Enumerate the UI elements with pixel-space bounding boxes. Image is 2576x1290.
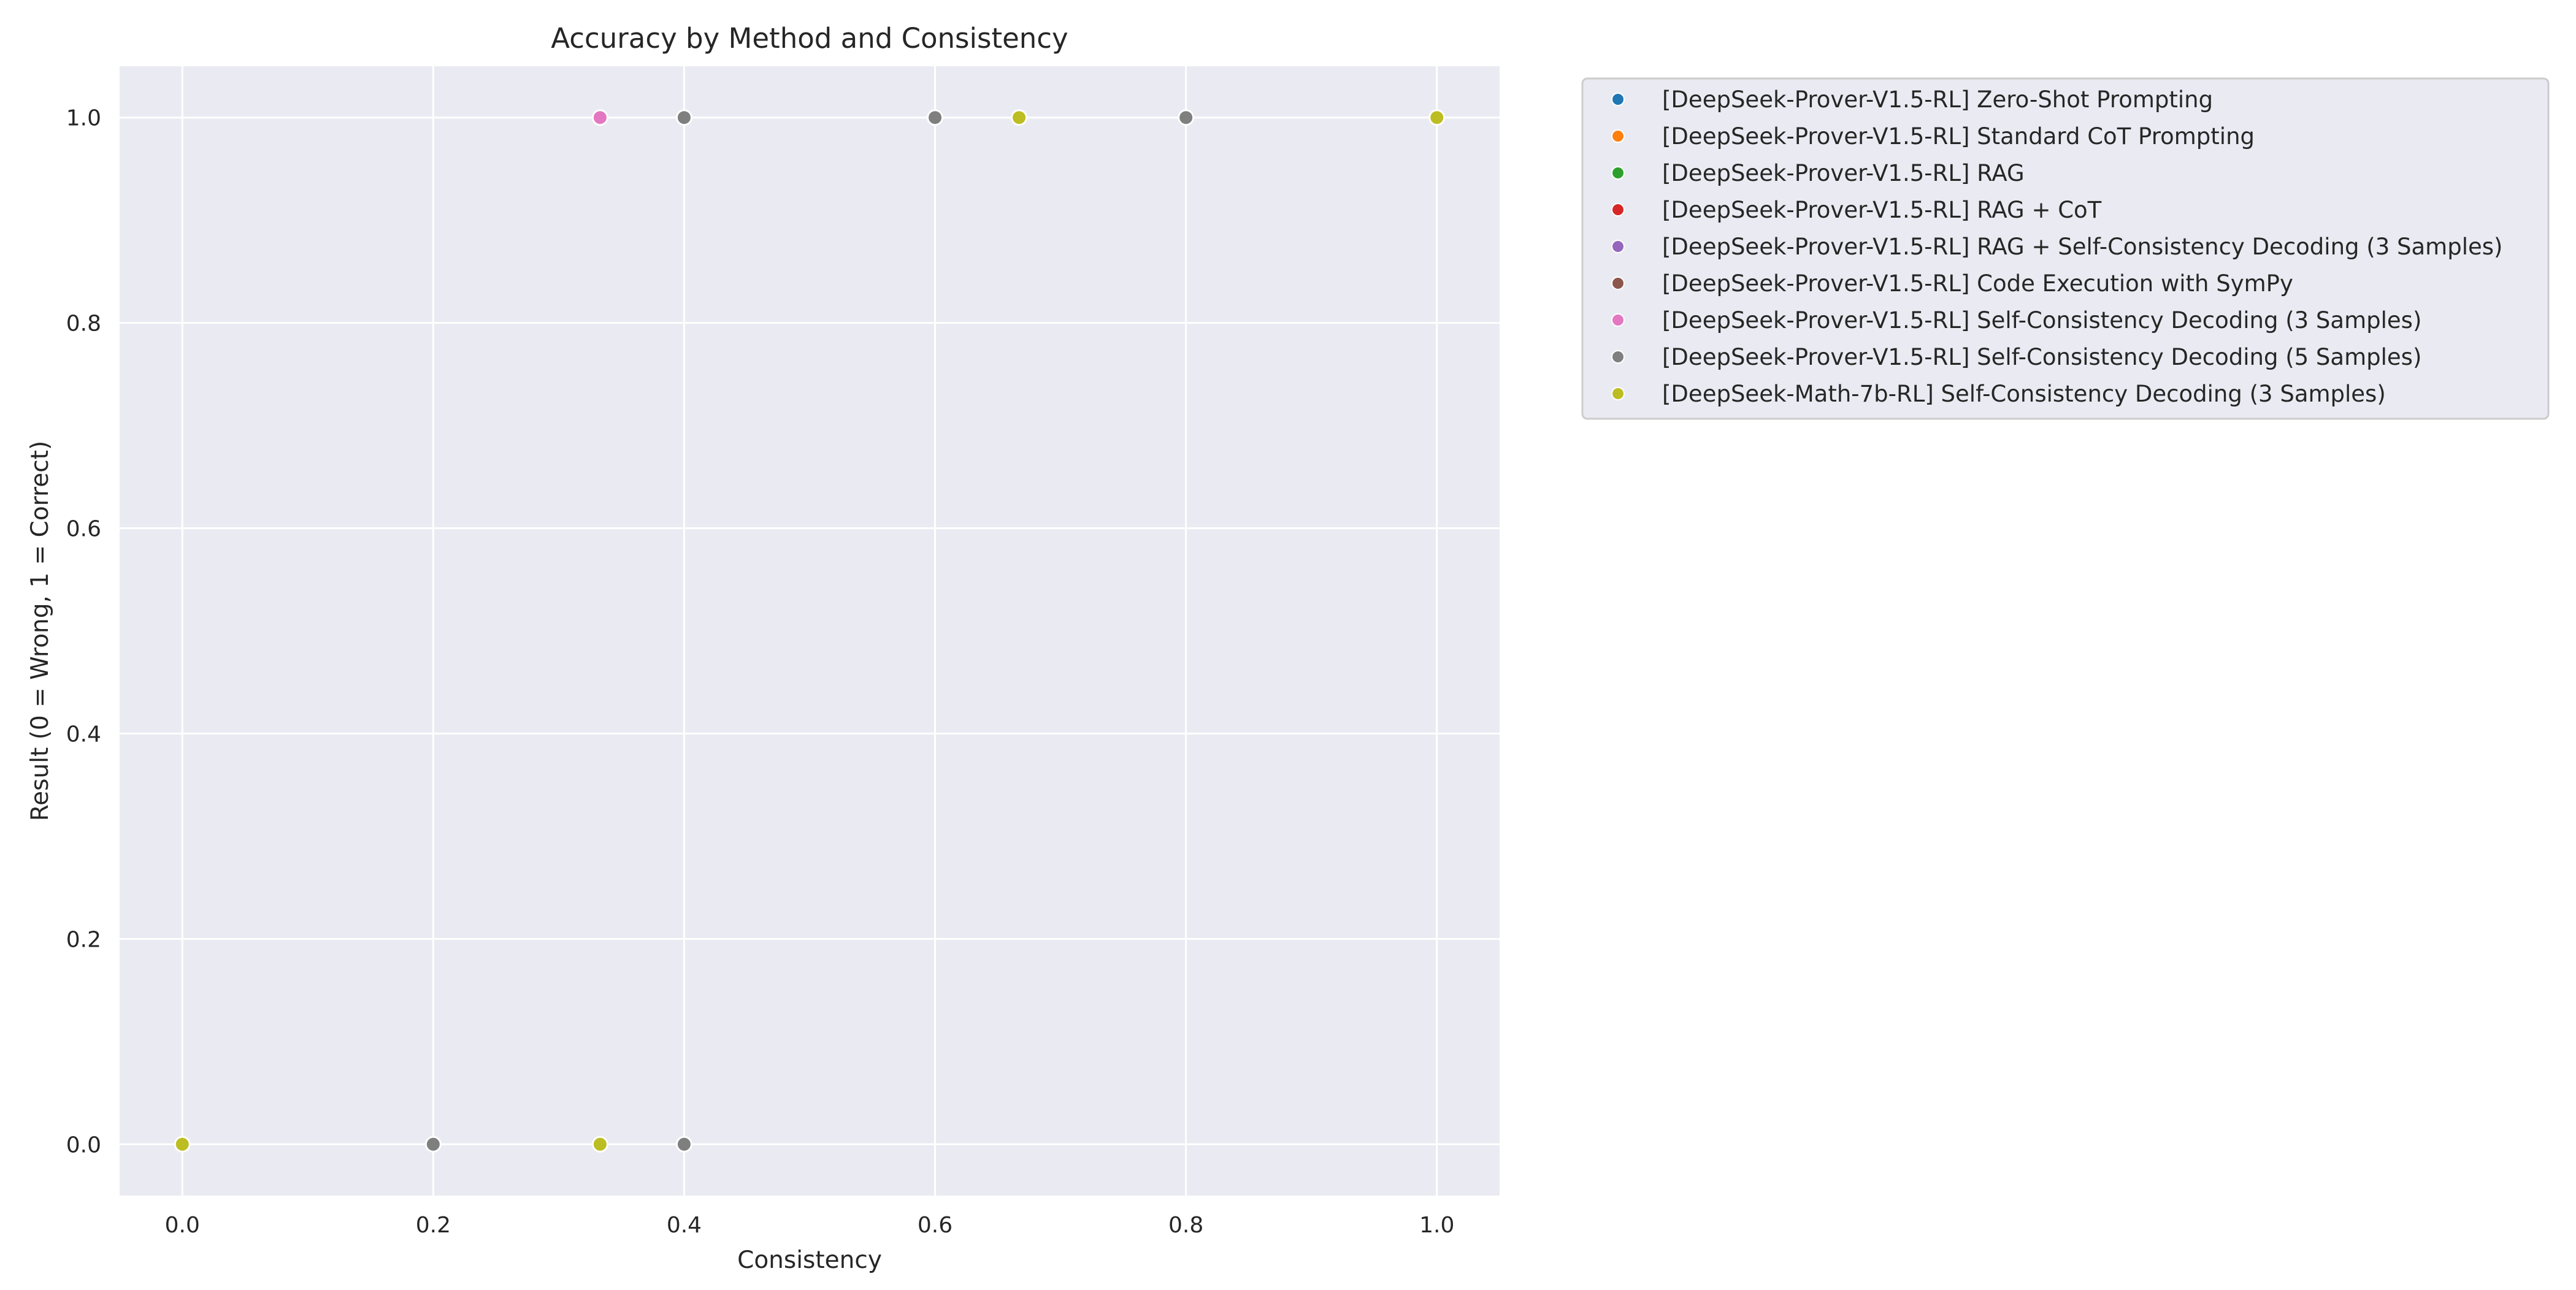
x-axis-label: Consistency [737,1246,882,1274]
legend-label: [DeepSeek-Prover-V1.5-RL] Zero-Shot Prom… [1662,86,2213,113]
data-point [1428,109,1446,126]
legend-label: [DeepSeek-Prover-V1.5-RL] Self-Consisten… [1662,344,2421,370]
legend-marker [1611,277,1625,290]
data-point [174,1135,191,1153]
legend-label: [DeepSeek-Prover-V1.5-RL] Code Execution… [1662,270,2293,297]
legend-marker [1611,93,1625,106]
legend-label: [DeepSeek-Prover-V1.5-RL] RAG + Self-Con… [1662,234,2502,260]
legend-marker [1611,166,1625,180]
legend-entries: [DeepSeek-Prover-V1.5-RL] Zero-Shot Prom… [1611,86,2502,407]
legend-label: [DeepSeek-Prover-V1.5-RL] RAG + CoT [1662,197,2102,223]
data-point [1011,109,1028,126]
legend-label: [DeepSeek-Prover-V1.5-RL] Self-Consisten… [1662,307,2421,334]
legend-marker [1611,313,1625,327]
legend-label: [DeepSeek-Math-7b-RL] Self-Consistency D… [1662,381,2386,407]
data-point [927,109,944,126]
y-axis-label: Result (0 = Wrong, 1 = Correct) [26,441,54,821]
x-tick-label: 0.8 [1168,1213,1203,1238]
data-point [424,1135,442,1153]
data-point [675,109,692,126]
grid-lines [120,66,1500,1196]
legend-marker [1611,350,1625,364]
x-tick-label: 1.0 [1419,1213,1454,1238]
data-point [591,109,608,126]
x-tick-label: 0.0 [165,1213,200,1238]
legend-marker [1611,240,1625,253]
chart-title: Accuracy by Method and Consistency [551,22,1068,55]
data-point [1178,109,1195,126]
legend-marker [1611,203,1625,216]
y-tick-label: 0.6 [66,517,101,542]
y-tick-label: 0.2 [66,927,101,952]
x-tick-label: 0.2 [416,1213,451,1238]
plot-area [120,66,1500,1196]
x-tick-label: 0.6 [918,1213,953,1238]
x-tick-label: 0.4 [667,1213,702,1238]
legend-label: [DeepSeek-Prover-V1.5-RL] RAG [1662,160,2025,186]
data-point [675,1135,692,1153]
legend-box [1581,77,2550,420]
y-tick-label: 0.8 [66,311,101,337]
y-tick-label: 0.4 [66,722,101,747]
legend-marker [1611,387,1625,400]
legend-marker [1611,129,1625,143]
legend-label: [DeepSeek-Prover-V1.5-RL] Standard CoT P… [1662,123,2255,150]
legend: [DeepSeek-Prover-V1.5-RL] Zero-Shot Prom… [1581,77,2550,420]
data-points [174,109,1446,1153]
y-tick-label: 1.0 [66,106,101,131]
data-point [591,1135,608,1153]
y-tick-label: 0.0 [66,1132,101,1158]
axis-ticks: 0.0 0.2 0.4 0.6 0.8 1.0 0.0 0.2 0.4 0.6 0.8 1.0 [66,106,1455,1238]
